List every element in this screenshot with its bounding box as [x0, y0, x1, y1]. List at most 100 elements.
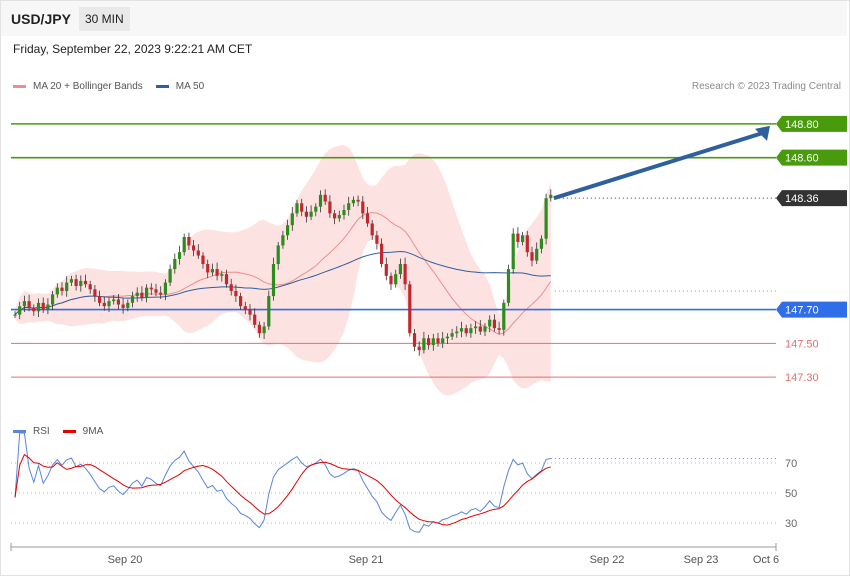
rsi-legend-label: RSI: [33, 426, 50, 437]
candle: [173, 253, 177, 274]
x-tick-label: Sep 22: [590, 554, 625, 566]
candle: [474, 321, 478, 334]
candle: [347, 196, 351, 216]
candle-body: [328, 201, 332, 214]
candle-body: [145, 287, 149, 298]
candle-body: [365, 213, 370, 224]
candle-body: [417, 346, 421, 351]
instrument-pair: USD/JPY: [11, 11, 71, 27]
candle: [535, 242, 539, 265]
candle: [544, 193, 548, 245]
candle: [328, 195, 332, 218]
candle: [253, 308, 257, 329]
candle: [286, 219, 290, 240]
ma50-legend-swatch: [155, 85, 169, 88]
candle-body: [234, 291, 238, 297]
candle-body: [511, 233, 515, 270]
candle: [450, 328, 454, 340]
candle: [417, 341, 421, 356]
candle-body: [304, 211, 308, 217]
candle-body: [36, 302, 41, 312]
candle: [224, 269, 229, 288]
candle-body: [262, 326, 266, 334]
candle: [530, 246, 534, 267]
level-tag-148.60: [776, 149, 847, 166]
candle-body: [384, 264, 388, 276]
candle: [281, 230, 285, 249]
candle-body: [502, 302, 506, 330]
candle: [276, 242, 280, 270]
candle: [145, 284, 149, 303]
candle: [361, 196, 365, 220]
candle: [135, 287, 139, 302]
candle: [408, 280, 412, 337]
candle: [69, 275, 73, 286]
rsi-tick-label: 50: [785, 488, 797, 500]
candle: [267, 290, 271, 330]
candle-body: [290, 213, 294, 226]
candle-body: [370, 223, 374, 236]
ma20-legend-swatch: [13, 85, 26, 88]
candle: [398, 258, 402, 279]
candle: [436, 332, 440, 347]
candle-body: [521, 235, 525, 243]
candle-body: [210, 269, 214, 273]
candle-body: [107, 301, 111, 307]
candle: [323, 189, 327, 205]
candle-body: [13, 314, 17, 316]
candle-body: [544, 198, 548, 239]
rsi-line: [14, 432, 551, 533]
level-tag-148.80: [776, 115, 847, 132]
x-tick-label: Sep 20: [108, 554, 143, 566]
level-tag-147.70: [776, 301, 847, 318]
target-arrow-shaft: [553, 130, 764, 201]
candle-body: [483, 326, 487, 332]
candle: [309, 205, 313, 221]
candle: [351, 196, 355, 207]
candle: [229, 278, 233, 296]
level-label-148.60: 148.60: [785, 153, 819, 165]
candle: [159, 286, 163, 299]
candle-body: [488, 319, 492, 327]
candle: [516, 227, 520, 248]
x-tick-label: Sep 23: [684, 554, 719, 566]
candle: [497, 321, 501, 335]
candle-body: [403, 264, 407, 285]
candle: [502, 299, 506, 336]
candle-body: [135, 292, 139, 297]
candle-body: [389, 275, 393, 285]
rsi-tick-label: 70: [785, 458, 797, 470]
candle-body: [380, 243, 384, 265]
candle-body: [271, 264, 276, 297]
candle-body: [22, 301, 26, 307]
candle-body: [450, 333, 454, 337]
candle-body: [309, 211, 313, 217]
level-label-148.80: 148.80: [785, 119, 819, 131]
candle-body: [116, 299, 120, 305]
candle: [380, 238, 384, 268]
candle: [210, 263, 214, 276]
candle: [239, 292, 243, 310]
candle-body: [408, 284, 412, 334]
candle-body: [173, 258, 177, 270]
candle-body: [257, 324, 261, 334]
candle: [427, 334, 431, 350]
timeframe-badge[interactable]: 30 MIN: [79, 7, 130, 31]
candle-body: [130, 296, 135, 303]
candle: [18, 301, 22, 320]
bollinger-band: [15, 145, 551, 396]
candle: [116, 294, 120, 310]
candle-body: [427, 338, 431, 346]
candle: [51, 291, 55, 311]
candle: [192, 240, 196, 257]
candle-body: [74, 279, 78, 286]
candle-body: [351, 199, 355, 204]
candle: [506, 264, 511, 307]
candle-body: [431, 338, 435, 346]
candle-body: [243, 306, 247, 310]
candle-body: [46, 304, 50, 310]
candle: [290, 206, 294, 231]
candle: [375, 230, 379, 250]
candle: [74, 274, 78, 291]
candle: [243, 301, 247, 315]
